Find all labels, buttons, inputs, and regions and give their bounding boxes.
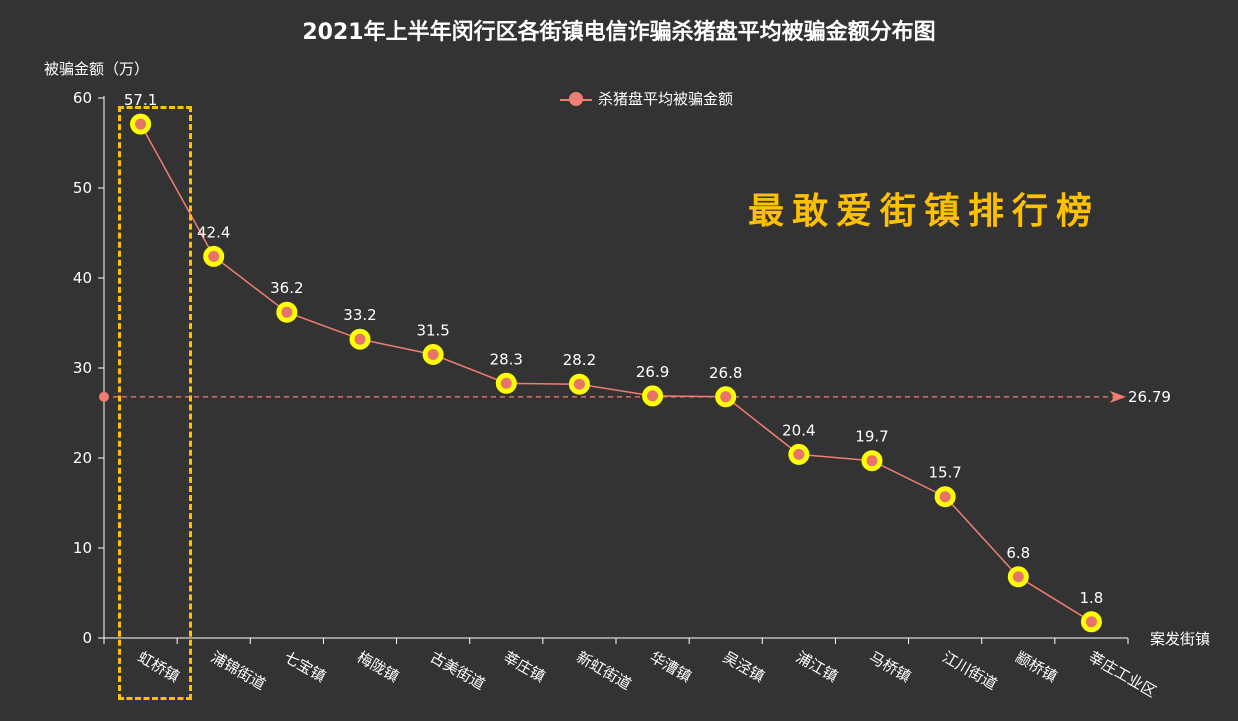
data-point bbox=[203, 245, 225, 267]
data-label: 57.1 bbox=[124, 91, 157, 109]
data-label: 42.4 bbox=[197, 223, 230, 241]
x-tick-label: 马桥镇 bbox=[866, 648, 914, 686]
data-label: 28.3 bbox=[490, 350, 523, 368]
x-axis-label: 案发街镇 bbox=[1150, 630, 1211, 648]
data-point bbox=[276, 301, 298, 323]
data-point bbox=[422, 344, 444, 365]
x-tick-label: 七宝镇 bbox=[281, 648, 329, 686]
data-point bbox=[495, 372, 517, 394]
data-point bbox=[1007, 566, 1029, 588]
y-tick-label: 40 bbox=[73, 269, 92, 287]
average-line-label: 26.79 bbox=[1128, 388, 1171, 406]
data-label: 15.7 bbox=[928, 464, 961, 482]
data-point bbox=[642, 385, 664, 407]
data-label: 36.2 bbox=[270, 279, 303, 297]
x-tick-label: 梅陇镇 bbox=[354, 648, 402, 686]
data-label: 19.7 bbox=[855, 428, 888, 446]
y-tick-label: 60 bbox=[73, 89, 92, 107]
y-tick-label: 0 bbox=[82, 629, 92, 647]
x-tick-label: 浦江镇 bbox=[793, 648, 841, 686]
data-label: 33.2 bbox=[343, 306, 376, 324]
x-tick-label: 吴泾镇 bbox=[720, 648, 768, 686]
x-tick-label: 莘庄镇 bbox=[500, 648, 548, 686]
x-tick-label: 颛桥镇 bbox=[1012, 648, 1060, 686]
y-tick-label: 20 bbox=[73, 449, 92, 467]
data-point bbox=[861, 450, 883, 472]
data-label: 31.5 bbox=[416, 322, 449, 340]
x-tick-label: 华漕镇 bbox=[647, 648, 695, 686]
data-point bbox=[788, 443, 810, 465]
x-tick-label: 古美街道 bbox=[427, 648, 488, 694]
data-label: 1.8 bbox=[1079, 589, 1103, 607]
data-point bbox=[1080, 611, 1102, 633]
average-line-arrow bbox=[1110, 390, 1126, 403]
x-tick-label: 新虹街道 bbox=[573, 648, 634, 694]
legend[interactable]: 杀猪盘平均被骗金额 bbox=[560, 88, 733, 109]
x-tick-label: 江川街道 bbox=[939, 648, 1000, 694]
legend-marker-icon bbox=[560, 89, 592, 109]
legend-label: 杀猪盘平均被骗金额 bbox=[598, 90, 734, 108]
y-axis-label: 被骗金额（万） bbox=[44, 60, 150, 78]
y-tick-label: 50 bbox=[73, 179, 92, 197]
x-tick-label: 莘庄工业区 bbox=[1085, 648, 1159, 701]
chart-title: 2021年上半年闵行区各街镇电信诈骗杀猪盘平均被骗金额分布图 bbox=[302, 20, 936, 45]
data-point bbox=[715, 386, 737, 408]
data-point bbox=[130, 113, 152, 135]
data-label: 6.8 bbox=[1006, 544, 1030, 562]
ranking-annotation: 最敢爱街镇排行榜 bbox=[748, 191, 1101, 232]
data-label: 20.4 bbox=[782, 421, 815, 439]
y-tick-label: 10 bbox=[73, 539, 92, 557]
x-tick-label: 浦锦街道 bbox=[208, 648, 269, 694]
data-label: 26.8 bbox=[709, 364, 742, 382]
data-point bbox=[349, 328, 371, 350]
data-point bbox=[568, 373, 590, 395]
data-label: 28.2 bbox=[563, 351, 596, 369]
average-line-start-marker bbox=[99, 391, 109, 402]
data-point bbox=[934, 486, 956, 508]
highlight-box bbox=[118, 106, 192, 700]
series-line bbox=[139, 123, 1092, 623]
y-tick-label: 30 bbox=[73, 359, 92, 377]
data-label: 26.9 bbox=[636, 363, 669, 381]
